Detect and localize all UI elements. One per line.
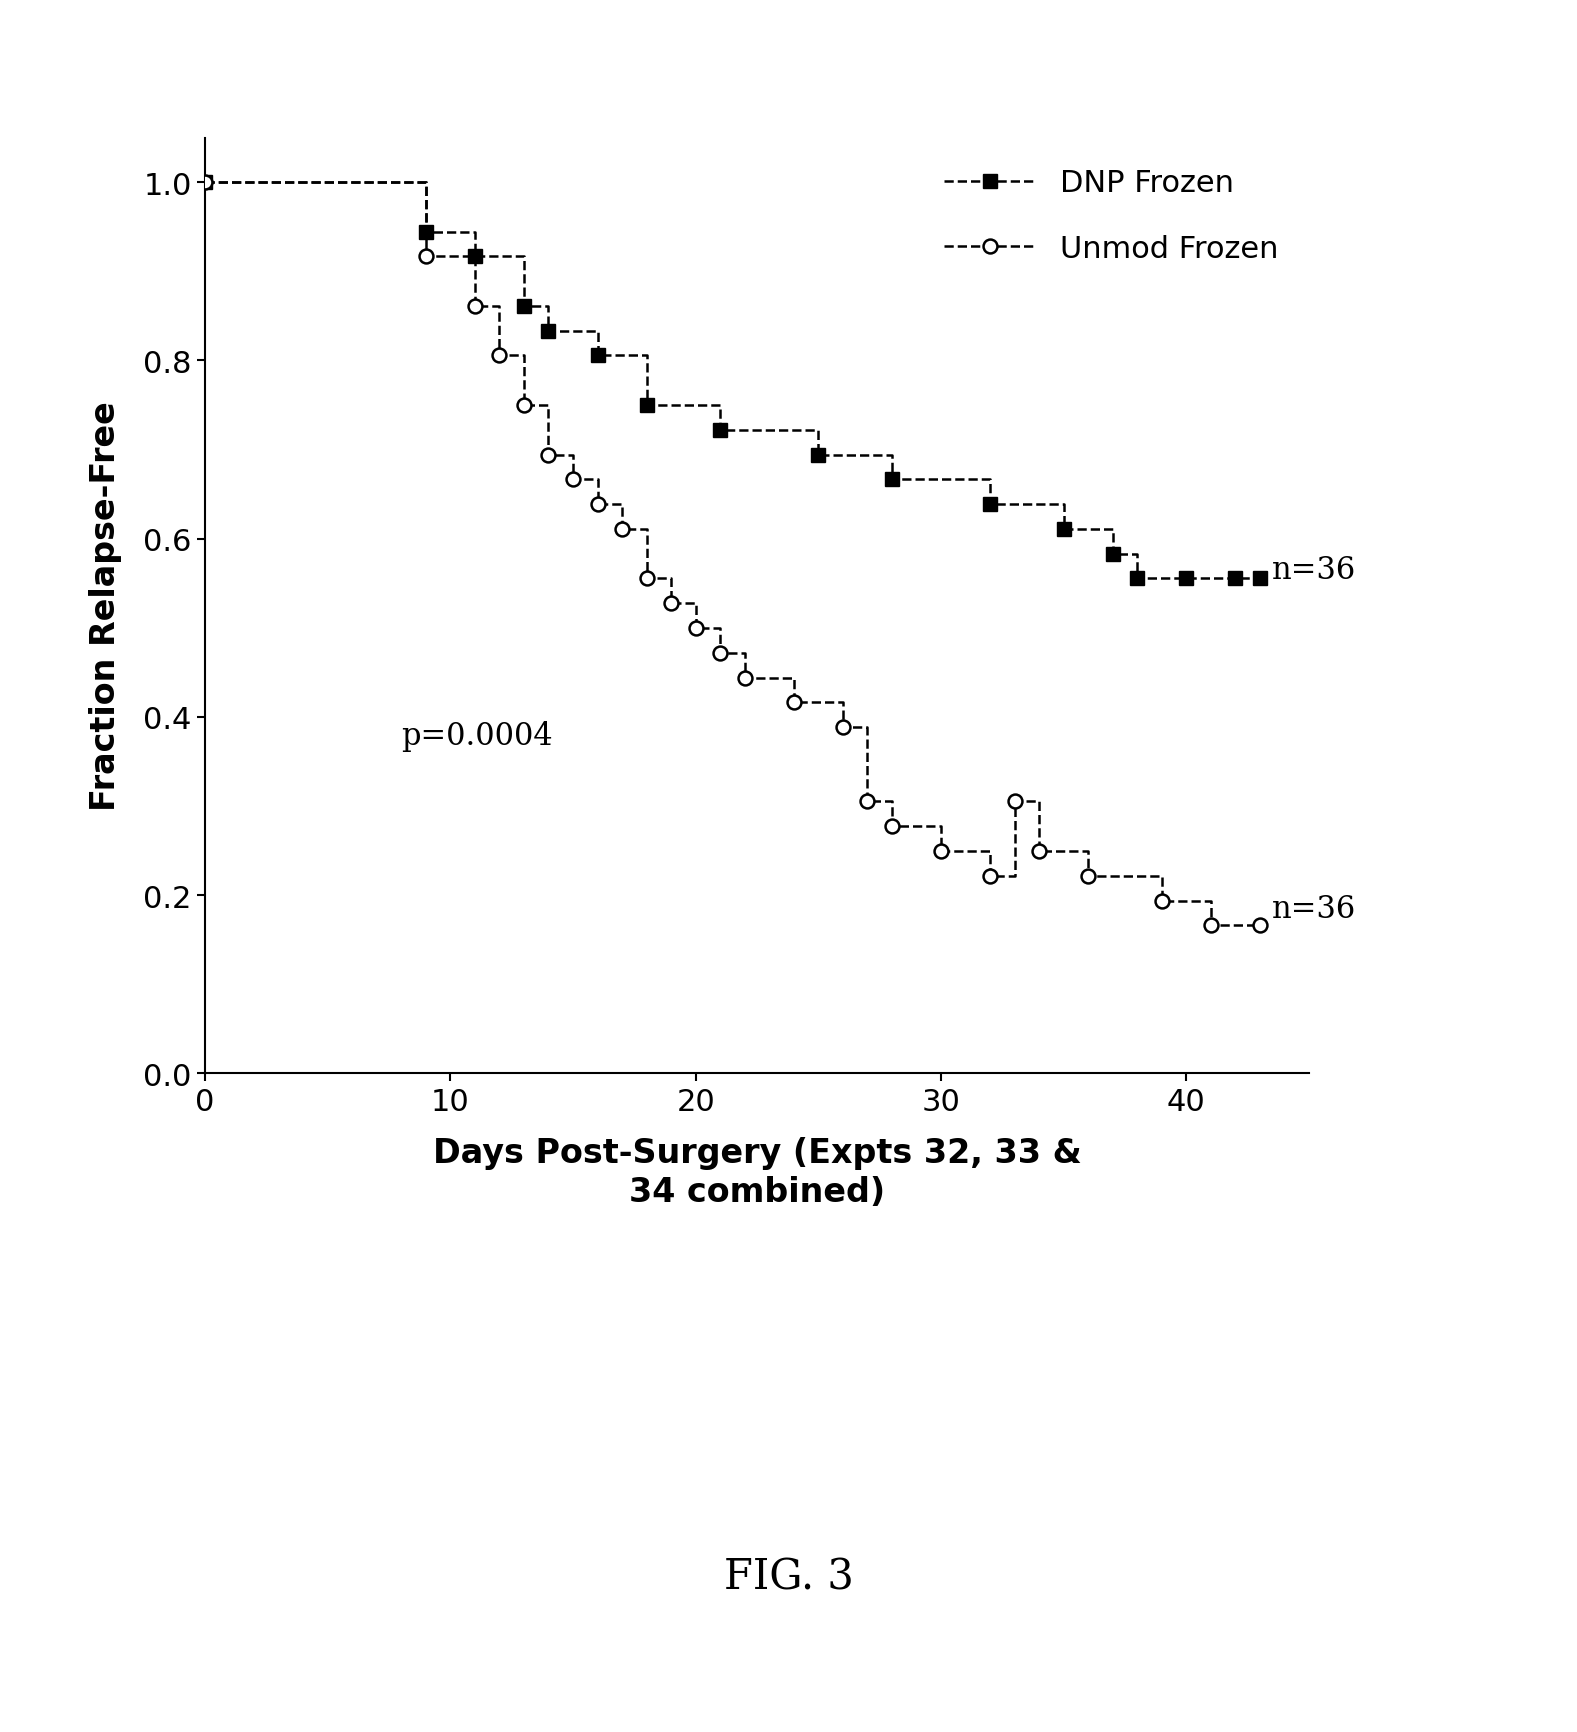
Text: p=0.0004: p=0.0004 bbox=[401, 721, 554, 752]
Legend: DNP Frozen, Unmod Frozen: DNP Frozen, Unmod Frozen bbox=[929, 154, 1293, 279]
Text: FIG. 3: FIG. 3 bbox=[724, 1555, 853, 1597]
X-axis label: Days Post-Surgery (Expts 32, 33 &
34 combined): Days Post-Surgery (Expts 32, 33 & 34 com… bbox=[432, 1136, 1082, 1207]
Y-axis label: Fraction Relapse-Free: Fraction Relapse-Free bbox=[90, 402, 123, 811]
Text: n=36: n=36 bbox=[1273, 894, 1356, 925]
Text: n=36: n=36 bbox=[1273, 554, 1356, 585]
